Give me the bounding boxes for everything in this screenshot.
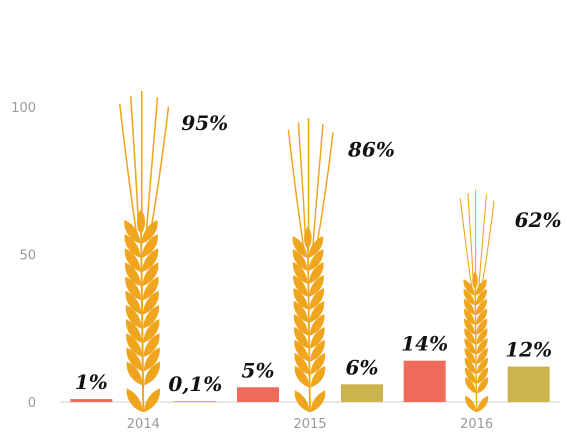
x-tick-label-2016: 2016 xyxy=(460,417,493,432)
y-tick-label-100: 100 xyxy=(11,101,36,116)
value-label-2015-series-3: 6% xyxy=(346,355,379,379)
value-label-2015-series-2: 86% xyxy=(347,137,395,161)
value-label-2014-series-2: 95% xyxy=(181,111,228,135)
value-label-2016-series-1: 14% xyxy=(401,332,448,356)
value-label-2015-series-1: 5% xyxy=(242,358,275,382)
chart-marks xyxy=(70,91,550,412)
value-label-2014-series-3: 0,1% xyxy=(168,372,222,396)
y-tick-label-0: 0 xyxy=(28,396,36,411)
y-tick-label-50: 50 xyxy=(19,249,36,264)
bar-2016-series-1 xyxy=(403,360,446,402)
x-tick-label-2015: 2015 xyxy=(293,417,326,432)
bar-2015-series-3 xyxy=(341,384,383,402)
value-label-2016-series-2: 62% xyxy=(515,208,562,232)
y-axis: 0 50 100 xyxy=(11,101,36,411)
bar-2016-series-3 xyxy=(507,366,550,402)
bar-2014-series-3 xyxy=(174,401,217,402)
bar-2015-series-1 xyxy=(237,387,279,402)
wheat-ear-2016-series-2 xyxy=(460,190,494,412)
wheat-ear-2015-series-2 xyxy=(288,118,333,412)
value-label-2016-series-3: 12% xyxy=(505,338,552,362)
value-labels: 1% 5% 14% 95% 86% 62% 0,1% 6% 12% xyxy=(75,111,562,396)
wheat-ear-2014-series-2 xyxy=(120,91,169,412)
bar-2014-series-1 xyxy=(70,399,113,402)
value-label-2014-series-1: 1% xyxy=(75,370,108,394)
x-tick-label-2014: 2014 xyxy=(127,417,160,432)
